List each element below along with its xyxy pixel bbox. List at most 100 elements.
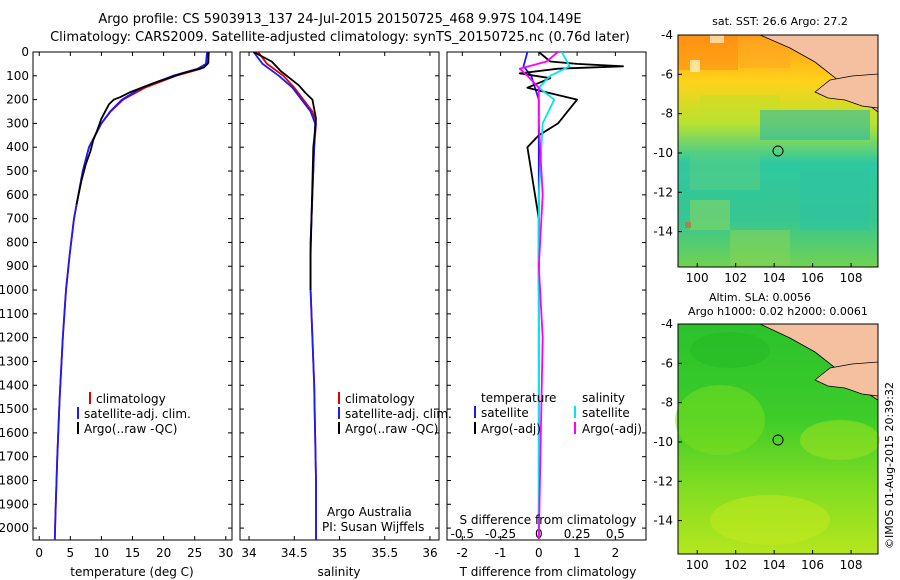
lat-tick-label: -12	[653, 474, 673, 488]
depth-tick-label: 400	[6, 140, 29, 154]
depth-tick-label: 500	[6, 164, 29, 178]
series-line-argo	[518, 52, 624, 290]
legend-label-argo: Argo(..raw -QC)	[345, 422, 438, 436]
legend-swatch-argo	[77, 422, 79, 434]
s-difference-tick-label: 0.5	[606, 527, 625, 541]
legend-swatch-climatology	[89, 392, 91, 404]
sla-lat-axis: -4 -6 -8 -10 -12 -14	[653, 317, 682, 528]
lat-tick-label: -10	[653, 435, 673, 449]
depth-tick-label: 1900	[0, 497, 29, 511]
depth-tick-label: 1700	[0, 450, 29, 464]
s-difference-label: S difference from climatology	[460, 513, 637, 527]
series-line-satellite	[522, 52, 540, 540]
legend-swatch-argo	[338, 422, 340, 434]
x-tick-label: 36	[422, 546, 437, 560]
lat-tick-label: -6	[661, 356, 673, 370]
s-difference-tick-label: -0.25	[485, 527, 516, 541]
legend-label-climatology: climatology	[345, 392, 415, 406]
series-line-salinity_satellite	[537, 52, 571, 540]
title-line-2: Climatology: CARS2009. Satellite-adjuste…	[50, 30, 630, 45]
lon-tick-label: 106	[801, 558, 824, 572]
lon-tick-label: 104	[763, 271, 786, 285]
lon-tick-label: 100	[686, 271, 709, 285]
sla-map-title-1: Altim. SLA: 0.0056	[709, 291, 811, 304]
difference-plot-frame	[446, 51, 647, 541]
legend-label-satellite: satellite-adj. clim.	[345, 407, 452, 421]
depth-tick-label: 1400	[0, 378, 29, 392]
x-tick-label: 5	[66, 546, 74, 560]
x-tick-label: 34	[241, 546, 256, 560]
salinity-depth-ticks	[240, 51, 439, 529]
sst-lon-axis: 100 102 104 106 108	[686, 263, 863, 285]
lon-tick-label: 102	[724, 271, 747, 285]
depth-tick-label: 1300	[0, 354, 29, 368]
sst-map-title: sat. SST: 26.6 Argo: 27.2	[712, 15, 848, 28]
title-line-1: Argo profile: CS 5903913_137 24-Jul-2015…	[98, 12, 581, 27]
temperature-plot-frame	[32, 51, 233, 541]
legend-label-t-argo: Argo(-adj)	[481, 422, 541, 436]
sst-map-panel: sat. SST: 26.6 Argo: 27.2 -4 -6 -8 -10 -12 -1…	[653, 15, 879, 285]
x-tick-label: 20	[156, 546, 171, 560]
legend-swatch-s-satellite	[574, 406, 576, 418]
lat-tick-label: -8	[661, 107, 673, 121]
x-tick-label: 1	[573, 546, 581, 560]
x-tick-label: 0	[535, 546, 543, 560]
depth-tick-label: 1500	[0, 402, 29, 416]
sst-lat-axis: -4 -6 -8 -10 -12 -14	[653, 28, 682, 239]
series-line-argo	[75, 52, 210, 205]
depth-tick-label: 1600	[0, 426, 29, 440]
credit-line-1: Argo Australia	[327, 505, 412, 519]
s-difference-x-axis: -0.5 -0.25 0 0.25 0.5	[451, 527, 625, 541]
legend-label-argo: Argo(..raw -QC)	[84, 422, 177, 436]
legend-label-t-satellite: satellite	[481, 406, 529, 420]
x-tick-label: 34.5	[281, 546, 308, 560]
depth-tick-label: 1100	[0, 307, 29, 321]
legend-swatch-s-argo	[574, 422, 576, 434]
sla-map-panel: Altim. SLA: 0.0056 Argo h1000: 0.02 h200…	[653, 291, 880, 572]
x-tick-label: -1	[495, 546, 507, 560]
depth-tick-label: 200	[6, 93, 29, 107]
lat-tick-label: -4	[661, 28, 673, 42]
lat-tick-label: -4	[661, 317, 673, 331]
sst-argo-marker	[772, 145, 784, 157]
x-tick-label: 10	[94, 546, 109, 560]
t-difference-x-axis: -2 -1 0 1 2	[456, 52, 619, 560]
difference-legend: temperature salinity satellite Argo(-adj…	[474, 391, 642, 436]
legend-header-temperature: temperature	[481, 391, 556, 405]
legend-label-s-satellite: satellite	[582, 406, 630, 420]
salinity-x-label: salinity	[317, 565, 360, 579]
credit-line-2: PI: Susan Wijffels	[322, 520, 424, 534]
t-difference-label: T difference from climatology	[459, 565, 637, 579]
depth-axis: 0 100 200 300 400 500 600 700 800 900 1000 1100 1200…	[0, 45, 232, 535]
lon-tick-label: 100	[686, 558, 709, 572]
depth-tick-label: 1000	[0, 283, 29, 297]
salinity-profile-panel: 34 34.5 35 35.5 36 salinity climatology sate…	[239, 51, 452, 579]
s-difference-tick-label: 0.25	[564, 527, 591, 541]
s-difference-tick-label: -0.5	[451, 527, 474, 541]
legend-label-satellite: satellite-adj. clim.	[84, 407, 191, 421]
depth-tick-label: 900	[6, 259, 29, 273]
legend-swatch-t-argo	[474, 422, 476, 434]
imos-watermark: ©IMOS 01-Aug-2015 20:39:32	[883, 382, 896, 549]
salinity-plot-frame	[239, 51, 440, 541]
legend-header-salinity: salinity	[582, 391, 625, 405]
series-line-argo	[253, 52, 317, 290]
x-tick-label: 30	[218, 546, 233, 560]
series-line-satellite	[53, 52, 208, 540]
salinity-legend: climatology satellite-adj. clim. Argo(..…	[338, 392, 452, 436]
depth-tick-label: 300	[6, 116, 29, 130]
depth-tick-label: 0	[21, 45, 29, 59]
lat-tick-label: -14	[653, 514, 673, 528]
sla-map-title-2: Argo h1000: 0.02 h2000: 0.0061	[688, 305, 868, 318]
sla-lon-axis: 100 102 104 106 108	[686, 550, 863, 572]
sst-map-texture	[678, 35, 870, 265]
sst-map-frame	[677, 34, 879, 268]
legend-swatch-climatology	[338, 392, 340, 404]
x-tick-label: -2	[456, 546, 468, 560]
x-tick-label: 35.5	[371, 546, 398, 560]
lon-tick-label: 108	[840, 558, 863, 572]
lon-tick-label: 102	[724, 558, 747, 572]
legend-swatch-t-satellite	[474, 406, 476, 418]
lat-tick-label: -14	[653, 225, 673, 239]
legend-swatch-satellite	[338, 407, 340, 419]
